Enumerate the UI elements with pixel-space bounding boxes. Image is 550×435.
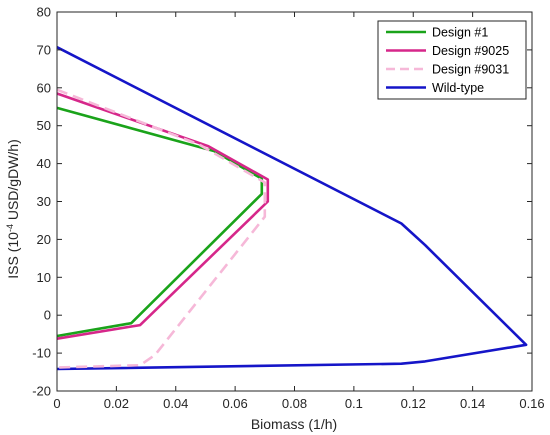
y-tick-label: 10 [37,270,51,285]
series-line-design-9025 [56,92,270,340]
y-tick-label: 70 [37,42,51,57]
x-tick-label: 0.1 [345,396,363,411]
y-axis-label: ISS (10-4 USD/gDW/h) [5,139,21,279]
legend-label-design-9031: Design #9031 [432,63,509,77]
y-tick-label: 40 [37,156,51,171]
y-tick-label: 30 [37,194,51,209]
x-tick-label: 0.12 [401,396,426,411]
x-tick-label: 0.16 [519,396,544,411]
series-line-design-1 [56,106,264,338]
legend-label-wild-type: Wild-type [432,81,484,95]
y-axis-label-suffix: USD/gDW/h) [5,139,21,224]
tick-layer: 0 0.02 0.04 0.06 0.08 0.1 0.12 0.14 0.16 -20 -10 0 1… [32,5,544,412]
x-tick-label: 0.06 [222,396,247,411]
x-tick-label: 0.04 [163,396,188,411]
series-line-wild-type [56,46,528,371]
series-layer [56,46,528,371]
x-tick-label: 0 [53,396,60,411]
y-axis-label-prefix: ISS (10 [5,232,21,279]
y-tick-label: 80 [37,5,51,20]
y-axis-label-exponent: -4 [5,224,15,232]
x-axis-label: Biomass (1/h) [251,416,337,432]
y-tick-label: -10 [32,346,51,361]
legend: Design #1 Design #9025 Design #9031 Wild-ty… [377,20,527,100]
x-tick-label: 0.14 [460,396,485,411]
legend-box [377,20,527,100]
x-tick-label: 0.08 [282,396,307,411]
x-tick-label: 0.02 [104,396,129,411]
y-tick-label: 20 [37,232,51,247]
y-tick-label: -20 [32,384,51,399]
legend-label-design-9025: Design #9025 [432,44,509,58]
legend-label-design-1: Design #1 [432,26,488,40]
series-line-design-9031 [56,88,267,369]
y-tick-label: 50 [37,118,51,133]
y-tick-label: 0 [44,308,51,323]
y-tick-label: 60 [37,80,51,95]
